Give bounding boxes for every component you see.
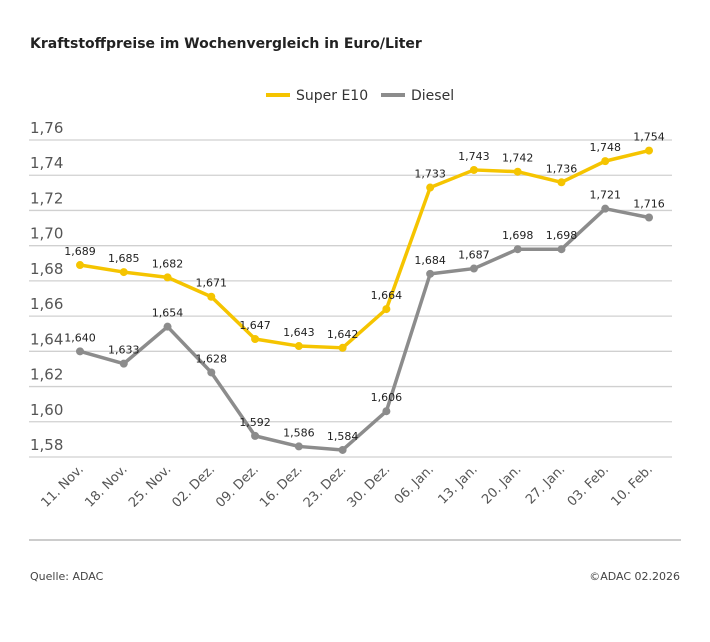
data-label: 1,689 bbox=[64, 245, 96, 258]
x-tick-label: 09. Dez. bbox=[213, 462, 262, 511]
data-point bbox=[513, 167, 522, 176]
data-point bbox=[557, 178, 566, 187]
data-label: 1,584 bbox=[327, 430, 359, 443]
data-label: 1,684 bbox=[414, 254, 446, 267]
x-tick-label: 13. Jan. bbox=[436, 462, 481, 507]
source-note: Quelle: ADAC bbox=[30, 570, 104, 583]
data-label: 1,640 bbox=[64, 331, 96, 344]
data-label: 1,654 bbox=[152, 307, 184, 320]
data-label: 1,606 bbox=[371, 391, 403, 404]
data-label: 1,754 bbox=[633, 131, 665, 144]
data-label: 1,721 bbox=[589, 189, 621, 202]
data-label: 1,698 bbox=[546, 229, 578, 242]
data-point bbox=[207, 368, 216, 377]
x-tick-label: 10. Feb. bbox=[608, 462, 655, 509]
data-point bbox=[382, 305, 391, 314]
data-point bbox=[76, 347, 84, 356]
y-tick-label: 1,58 bbox=[30, 436, 63, 454]
data-point bbox=[163, 273, 172, 282]
data-label: 1,664 bbox=[371, 289, 403, 302]
series-line-diesel bbox=[79, 206, 650, 452]
series-line-super-e10 bbox=[79, 148, 650, 350]
data-label: 1,698 bbox=[502, 229, 534, 242]
data-point bbox=[557, 245, 566, 254]
x-tick-label: 02. Dez. bbox=[170, 462, 219, 511]
data-label: 1,642 bbox=[327, 328, 359, 341]
data-point bbox=[601, 157, 610, 166]
data-label: 1,628 bbox=[196, 352, 228, 365]
data-point bbox=[163, 322, 172, 331]
data-label: 1,647 bbox=[239, 319, 271, 332]
y-tick-label: 1,70 bbox=[30, 225, 63, 243]
data-point bbox=[426, 183, 435, 192]
data-point bbox=[645, 213, 653, 222]
data-label: 1,742 bbox=[502, 152, 534, 165]
y-tick-label: 1,66 bbox=[30, 295, 63, 313]
x-tick-label: 06. Jan. bbox=[392, 462, 437, 507]
data-point bbox=[76, 261, 84, 270]
x-tick-label: 23. Dez. bbox=[301, 462, 350, 511]
data-label: 1,586 bbox=[283, 426, 315, 439]
legend-label: Diesel bbox=[411, 88, 454, 104]
data-label: 1,733 bbox=[414, 168, 446, 181]
data-label: 1,633 bbox=[108, 344, 140, 357]
x-tick-label: 27. Jan. bbox=[523, 462, 568, 507]
y-tick-label: 1,64 bbox=[30, 330, 63, 348]
data-point bbox=[207, 292, 216, 301]
y-tick-label: 1,62 bbox=[30, 366, 63, 384]
x-tick-label: 20. Jan. bbox=[479, 462, 524, 507]
data-label: 1,682 bbox=[152, 257, 184, 270]
y-tick-label: 1,60 bbox=[30, 401, 63, 419]
y-tick-label: 1,72 bbox=[30, 189, 63, 207]
x-tick-label: 16. Dez. bbox=[257, 462, 306, 511]
data-point bbox=[338, 343, 347, 352]
x-tick-label: 18. Nov. bbox=[82, 462, 130, 510]
data-point bbox=[426, 269, 435, 278]
x-tick-label: 11. Nov. bbox=[39, 462, 87, 510]
x-tick-label: 03. Feb. bbox=[565, 462, 612, 509]
data-label: 1,743 bbox=[458, 150, 490, 163]
data-label: 1,736 bbox=[546, 162, 578, 175]
y-tick-label: 1,76 bbox=[30, 119, 63, 137]
data-label: 1,592 bbox=[239, 416, 271, 429]
copyright-note: ©ADAC 02.2026 bbox=[589, 570, 680, 583]
data-label: 1,643 bbox=[283, 326, 315, 339]
data-point bbox=[119, 268, 128, 277]
data-point bbox=[251, 431, 260, 440]
y-tick-label: 1,74 bbox=[30, 154, 63, 172]
data-point bbox=[645, 146, 653, 155]
data-label: 1,671 bbox=[196, 277, 228, 290]
chart-title: Kraftstoffpreise im Wochenvergleich in E… bbox=[30, 36, 422, 52]
legend-label: Super E10 bbox=[296, 88, 368, 104]
data-point bbox=[469, 264, 478, 273]
data-point bbox=[469, 165, 478, 174]
data-point bbox=[251, 335, 260, 344]
data-label: 1,748 bbox=[589, 141, 621, 154]
data-point bbox=[382, 407, 391, 416]
data-point bbox=[513, 245, 522, 254]
y-tick-label: 1,68 bbox=[30, 260, 63, 278]
data-point bbox=[294, 342, 303, 351]
data-point bbox=[119, 359, 128, 368]
data-point bbox=[294, 442, 303, 451]
x-tick-label: 25. Nov. bbox=[126, 462, 174, 510]
x-tick-label: 30. Dez. bbox=[345, 462, 394, 511]
data-point bbox=[601, 204, 610, 213]
data-label: 1,687 bbox=[458, 249, 490, 262]
data-label: 1,685 bbox=[108, 252, 140, 265]
data-point bbox=[338, 445, 347, 454]
data-label: 1,716 bbox=[633, 197, 665, 210]
